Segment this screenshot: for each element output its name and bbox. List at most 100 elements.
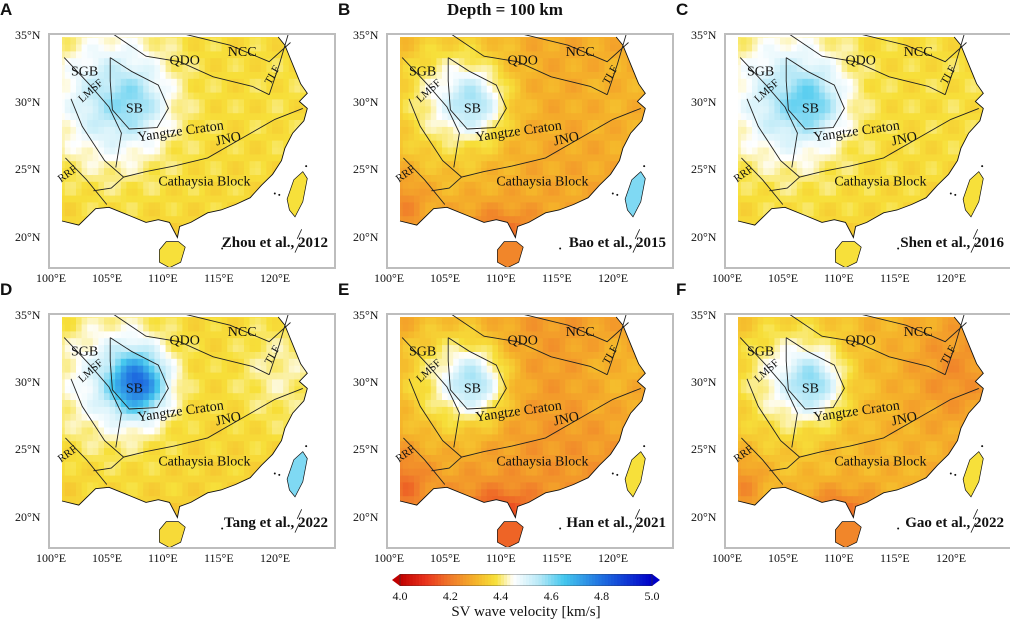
region-label-jno: JNO <box>552 129 580 149</box>
lat-tick-label: 35°N <box>691 28 717 42</box>
colorbar-segment <box>440 574 445 586</box>
colorbar-segment <box>598 574 603 586</box>
colorbar-segment <box>500 574 505 586</box>
colorbar-segment <box>422 574 426 586</box>
lat-tick-label: 25°N <box>15 442 41 456</box>
lon-tick-label: 100°E <box>374 271 405 285</box>
region-label-ncc: NCC <box>904 45 933 60</box>
region-label-ncc: NCC <box>566 325 595 340</box>
colorbar-segment <box>466 574 470 586</box>
tectonic-boundary <box>862 315 967 343</box>
region-label-ncc: NCC <box>904 325 933 340</box>
colorbar-segment <box>431 574 436 586</box>
region-label-sgb: SGB <box>747 344 774 359</box>
colorbar-segment <box>595 574 599 586</box>
colorbar-segment <box>557 574 562 586</box>
lat-tick-label: 30°N <box>353 95 379 109</box>
tectonic-boundary <box>785 57 845 130</box>
tectonic-boundary <box>93 176 124 192</box>
tectonic-boundary <box>451 315 608 376</box>
tectonic-boundary <box>408 98 641 178</box>
tectonic-boundary <box>401 57 460 168</box>
region-label-jno: JNO <box>214 409 242 429</box>
lon-tick-label: 120°E <box>936 551 967 565</box>
region-label-ncc: NCC <box>228 45 257 60</box>
tectonic-boundary <box>431 176 462 192</box>
tectonic-boundary <box>63 337 122 448</box>
colorbar-title: SV wave velocity [km/s] <box>451 604 601 620</box>
colorbar-segment <box>459 574 464 586</box>
colorbar-segment <box>626 574 631 586</box>
tectonic-boundary <box>524 35 629 63</box>
colorbar-segment <box>589 574 593 586</box>
colorbar-segment <box>472 574 477 586</box>
lat-tick-label: 20°N <box>353 510 379 524</box>
tectonic-boundary <box>451 35 608 96</box>
tectonic-boundary <box>268 315 289 375</box>
colorbar-segment <box>453 574 458 586</box>
panel-letter: D <box>0 280 13 299</box>
colorbar-segment <box>570 574 574 586</box>
lon-tick-label: 105°E <box>92 271 123 285</box>
tectonic-boundary <box>447 57 507 130</box>
lat-tick-label: 25°N <box>691 162 717 176</box>
colorbar-segment <box>412 574 417 586</box>
colorbar-segment <box>617 574 621 586</box>
lat-tick-label: 25°N <box>353 162 379 176</box>
tectonic-boundary <box>109 57 169 130</box>
colorbar-segment <box>507 574 511 586</box>
colorbar-segment <box>456 574 461 586</box>
lat-tick-label: 35°N <box>353 308 379 322</box>
colorbar-segment <box>510 574 514 586</box>
colorbar-segment <box>642 574 647 586</box>
colorbar-segment <box>478 574 483 586</box>
citation-label: Zhou et al., 2012 <box>222 235 328 251</box>
tectonic-boundary <box>862 35 967 63</box>
colorbar-segment <box>450 574 455 586</box>
tectonic-boundary <box>403 157 446 205</box>
tectonic-boundary <box>268 35 289 95</box>
tectonic-boundary <box>431 456 462 472</box>
panel-letter: E <box>338 280 350 299</box>
colorbar-segment <box>548 574 552 586</box>
colorbar-segment <box>601 574 606 586</box>
lat-tick-label: 25°N <box>15 162 41 176</box>
region-label-jno: JNO <box>890 409 918 429</box>
lon-tick-label: 120°E <box>598 551 629 565</box>
colorbar-segment <box>633 574 637 586</box>
region-label-sgb: SGB <box>747 64 774 79</box>
tectonic-boundary <box>741 437 784 485</box>
lat-tick-label: 30°N <box>15 95 41 109</box>
colorbar-segment <box>516 574 521 586</box>
region-label-sb: SB <box>464 382 481 397</box>
lon-tick-label: 115°E <box>204 551 234 565</box>
colorbar-segment <box>519 574 524 586</box>
tectonic-boundary <box>741 157 784 205</box>
lat-tick-label: 20°N <box>353 230 379 244</box>
region-label-sgb: SGB <box>71 344 98 359</box>
lon-tick-label: 110°E <box>486 271 516 285</box>
map-panel: SGB QDO NCC TLF LMSF SB Yangtze Craton JNO RRF Ca… <box>48 313 336 549</box>
lon-tick-label: 115°E <box>880 271 910 285</box>
coastline <box>737 36 984 239</box>
lon-tick-label: 100°E <box>712 551 743 565</box>
coastline <box>737 316 984 519</box>
tectonic-boundary <box>65 157 108 205</box>
tectonic-boundary <box>746 378 979 458</box>
colorbar-segment <box>614 574 618 586</box>
lat-tick-label: 20°N <box>691 230 717 244</box>
taiwan-island <box>962 451 984 498</box>
colorbar-segment <box>585 574 590 586</box>
tectonic-boundary <box>739 337 798 448</box>
coastline <box>399 316 646 519</box>
colorbar <box>392 574 660 586</box>
lat-tick-label: 30°N <box>353 375 379 389</box>
colorbar-segment <box>444 574 448 586</box>
hainan-island <box>497 241 524 267</box>
tectonic-boundary <box>785 337 845 410</box>
colorbar-segment <box>611 574 615 586</box>
colorbar-segment <box>437 574 442 586</box>
colorbar-segment <box>566 574 571 586</box>
hainan-island <box>159 241 186 267</box>
